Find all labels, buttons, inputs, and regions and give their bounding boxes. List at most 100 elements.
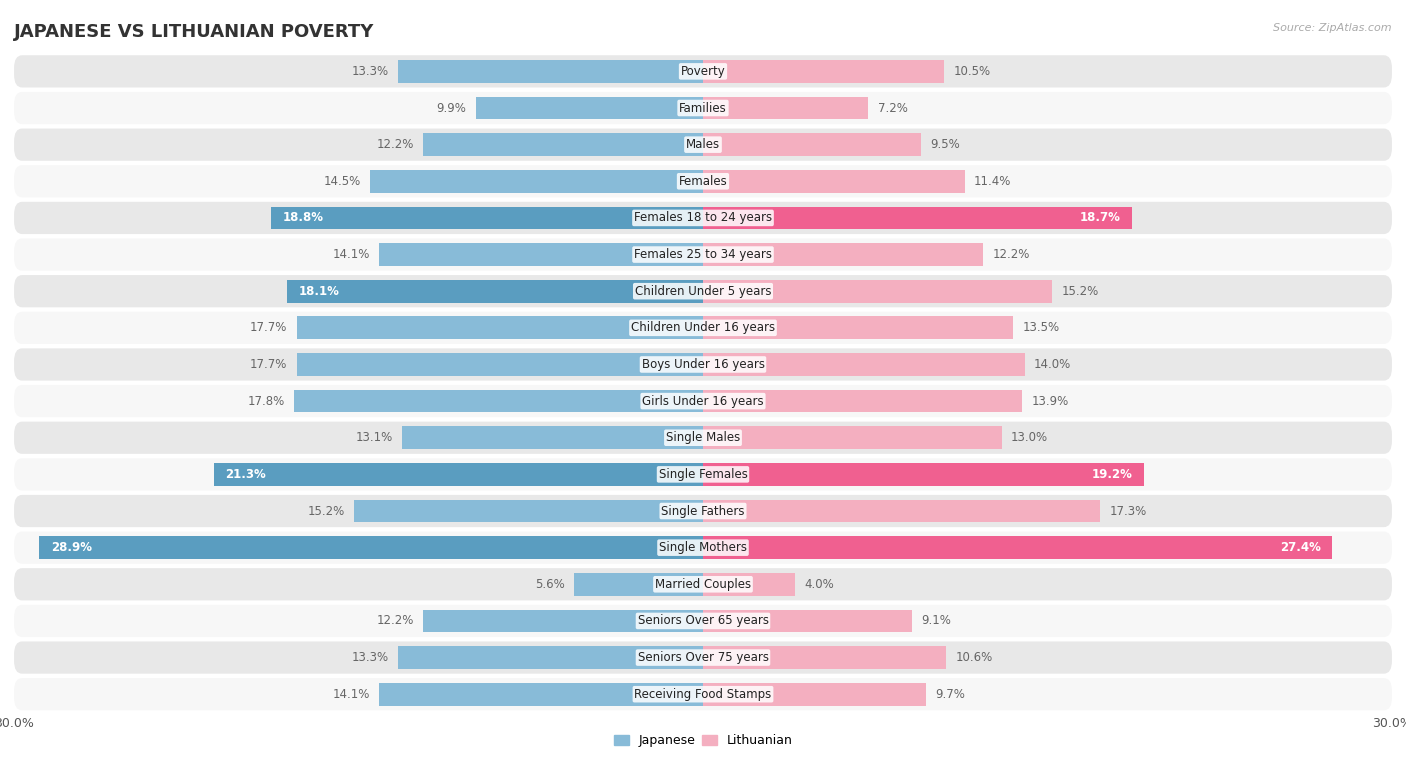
FancyBboxPatch shape — [14, 239, 1392, 271]
Text: 18.7%: 18.7% — [1080, 211, 1121, 224]
Bar — [398, 647, 703, 669]
Bar — [703, 500, 1101, 522]
Text: 10.5%: 10.5% — [953, 65, 990, 78]
Text: Poverty: Poverty — [681, 65, 725, 78]
Bar — [703, 463, 1144, 486]
Bar — [354, 500, 703, 522]
Bar — [380, 683, 703, 706]
Bar — [380, 243, 703, 266]
Bar — [703, 647, 946, 669]
Text: 13.3%: 13.3% — [352, 651, 388, 664]
Bar — [703, 317, 1012, 339]
Text: Married Couples: Married Couples — [655, 578, 751, 590]
Bar — [703, 243, 983, 266]
Bar — [475, 97, 703, 119]
FancyBboxPatch shape — [14, 165, 1392, 197]
Text: Females: Females — [679, 175, 727, 188]
Text: 13.9%: 13.9% — [1032, 395, 1069, 408]
Bar — [703, 609, 912, 632]
Bar — [297, 353, 703, 376]
Text: 12.2%: 12.2% — [377, 615, 413, 628]
FancyBboxPatch shape — [14, 605, 1392, 637]
Text: 9.5%: 9.5% — [931, 138, 960, 151]
Text: 17.7%: 17.7% — [250, 358, 287, 371]
Text: 17.7%: 17.7% — [250, 321, 287, 334]
Text: 9.9%: 9.9% — [437, 102, 467, 114]
Text: Children Under 5 years: Children Under 5 years — [634, 285, 772, 298]
Text: Single Fathers: Single Fathers — [661, 505, 745, 518]
Legend: Japanese, Lithuanian: Japanese, Lithuanian — [609, 729, 797, 753]
FancyBboxPatch shape — [14, 421, 1392, 454]
FancyBboxPatch shape — [14, 92, 1392, 124]
Text: Females 18 to 24 years: Females 18 to 24 years — [634, 211, 772, 224]
Bar — [703, 353, 1025, 376]
Text: 9.1%: 9.1% — [921, 615, 950, 628]
Bar — [703, 133, 921, 156]
FancyBboxPatch shape — [14, 129, 1392, 161]
Text: 11.4%: 11.4% — [974, 175, 1011, 188]
Text: 14.0%: 14.0% — [1033, 358, 1071, 371]
Bar — [271, 207, 703, 229]
Text: 14.1%: 14.1% — [333, 248, 370, 261]
Text: Seniors Over 65 years: Seniors Over 65 years — [637, 615, 769, 628]
Bar — [703, 207, 1132, 229]
Bar — [297, 317, 703, 339]
Text: Females 25 to 34 years: Females 25 to 34 years — [634, 248, 772, 261]
Text: Single Mothers: Single Mothers — [659, 541, 747, 554]
Text: Males: Males — [686, 138, 720, 151]
Text: Seniors Over 75 years: Seniors Over 75 years — [637, 651, 769, 664]
Text: 4.0%: 4.0% — [804, 578, 834, 590]
Text: 13.0%: 13.0% — [1011, 431, 1047, 444]
Bar — [402, 427, 703, 449]
Text: 9.7%: 9.7% — [935, 688, 965, 700]
Bar — [287, 280, 703, 302]
Text: 27.4%: 27.4% — [1279, 541, 1320, 554]
Text: 15.2%: 15.2% — [1062, 285, 1098, 298]
FancyBboxPatch shape — [14, 385, 1392, 417]
Text: Single Females: Single Females — [658, 468, 748, 481]
Bar — [703, 60, 945, 83]
FancyBboxPatch shape — [14, 349, 1392, 381]
Text: Girls Under 16 years: Girls Under 16 years — [643, 395, 763, 408]
Text: 17.3%: 17.3% — [1109, 505, 1147, 518]
Text: 10.6%: 10.6% — [956, 651, 993, 664]
Bar — [423, 133, 703, 156]
Text: 14.1%: 14.1% — [333, 688, 370, 700]
Text: Boys Under 16 years: Boys Under 16 years — [641, 358, 765, 371]
Text: 5.6%: 5.6% — [536, 578, 565, 590]
Text: 13.1%: 13.1% — [356, 431, 392, 444]
Text: 12.2%: 12.2% — [993, 248, 1029, 261]
Bar — [703, 427, 1001, 449]
Text: Single Males: Single Males — [666, 431, 740, 444]
Text: 13.3%: 13.3% — [352, 65, 388, 78]
Text: 18.1%: 18.1% — [299, 285, 340, 298]
Bar — [294, 390, 703, 412]
Text: 12.2%: 12.2% — [377, 138, 413, 151]
Bar — [703, 280, 1052, 302]
Text: 21.3%: 21.3% — [225, 468, 266, 481]
Bar — [703, 537, 1333, 559]
Text: Receiving Food Stamps: Receiving Food Stamps — [634, 688, 772, 700]
Text: JAPANESE VS LITHUANIAN POVERTY: JAPANESE VS LITHUANIAN POVERTY — [14, 23, 374, 41]
Bar — [703, 683, 925, 706]
FancyBboxPatch shape — [14, 275, 1392, 307]
Text: 7.2%: 7.2% — [877, 102, 907, 114]
Text: 28.9%: 28.9% — [51, 541, 91, 554]
Text: Source: ZipAtlas.com: Source: ZipAtlas.com — [1274, 23, 1392, 33]
FancyBboxPatch shape — [14, 495, 1392, 527]
Text: 18.8%: 18.8% — [283, 211, 323, 224]
FancyBboxPatch shape — [14, 312, 1392, 344]
Bar — [703, 170, 965, 193]
FancyBboxPatch shape — [14, 459, 1392, 490]
Text: Families: Families — [679, 102, 727, 114]
Text: 17.8%: 17.8% — [247, 395, 285, 408]
Bar — [398, 60, 703, 83]
FancyBboxPatch shape — [14, 202, 1392, 234]
FancyBboxPatch shape — [14, 641, 1392, 674]
Bar — [423, 609, 703, 632]
Bar — [575, 573, 703, 596]
Bar — [703, 97, 869, 119]
Text: 14.5%: 14.5% — [323, 175, 361, 188]
Text: 13.5%: 13.5% — [1022, 321, 1059, 334]
Bar — [214, 463, 703, 486]
